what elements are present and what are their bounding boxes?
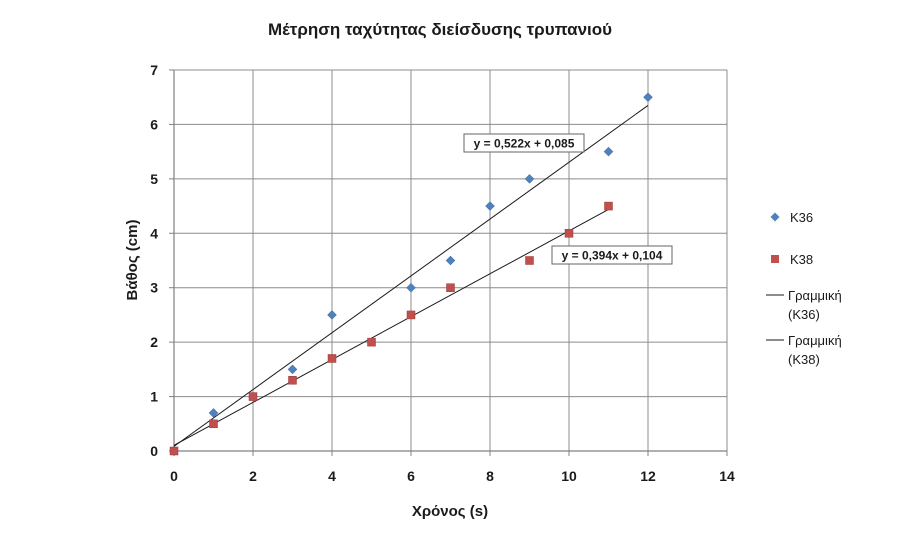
data-point-k38: [367, 337, 376, 347]
legend-label: Γραμμική (K38): [788, 333, 842, 367]
data-point-k38: [288, 375, 297, 385]
x-tick-label: 12: [640, 468, 656, 484]
data-point-k36: [208, 408, 219, 418]
equation-box: [463, 133, 585, 153]
data-point-k36: [485, 201, 495, 211]
data-point-k36: [327, 310, 337, 320]
x-axis-label: Χρόνος (s): [412, 503, 488, 520]
y-tick-label: 0: [150, 443, 158, 459]
x-tick-label: 0: [170, 468, 178, 484]
x-tick-label: 6: [407, 468, 415, 484]
y-tick-label: 2: [150, 334, 158, 350]
trend-equations: y = 0,522x + 0,085 y = 0,394x + 0,104: [463, 133, 673, 265]
data-point-k38: [327, 354, 337, 363]
data-point-k36: [603, 146, 614, 157]
data-point-k36: [524, 174, 535, 184]
y-axis-label: Βάθος (cm): [124, 220, 141, 301]
legend-marker-k38: [771, 255, 779, 263]
equation-box: [551, 245, 673, 265]
data-point-k36: [287, 364, 298, 375]
y-tick-label: 4: [150, 225, 158, 241]
legend-label: K36: [790, 210, 813, 225]
x-tick-label: 2: [249, 468, 257, 484]
data-point-k38: [406, 310, 416, 320]
legend-label: Γραμμική (K36): [788, 288, 842, 322]
data-point-k36: [406, 282, 416, 293]
data-point-k38: [446, 283, 455, 292]
legend: K36 K38 Γραμμική (K36) Γραμμική (K38): [766, 210, 842, 367]
data-point-k38: [525, 256, 534, 265]
data-point-k36: [445, 255, 456, 266]
x-tick-label: 14: [719, 468, 735, 484]
data-point-k38: [169, 446, 179, 456]
x-tick-label: 4: [328, 468, 336, 484]
data-point-k38: [604, 201, 613, 211]
y-tick-label: 7: [150, 62, 158, 78]
y-tick-label: 1: [150, 389, 158, 405]
data-points: [169, 92, 653, 456]
x-tick-label: 8: [486, 468, 494, 484]
trendline: [173, 105, 649, 447]
y-tick-label: 5: [150, 171, 158, 187]
y-tick-label: 6: [150, 116, 158, 132]
trendlines: [173, 105, 649, 447]
data-point-k36: [643, 92, 653, 103]
trendline: [173, 209, 609, 446]
data-point-k38: [564, 229, 574, 238]
y-tick-label: 3: [150, 280, 158, 296]
trendline-equation: y = 0,522x + 0,085: [474, 137, 575, 151]
chart-title: Μέτρηση ταχύτητας διείσδυσης τρυπανιού: [268, 20, 612, 39]
axes: [169, 69, 728, 456]
trendline-equation: y = 0,394x + 0,104: [562, 249, 663, 263]
data-point-k38: [248, 392, 258, 401]
x-tick-label: 10: [561, 468, 577, 484]
data-point-k38: [209, 419, 218, 429]
legend-marker-k36: [770, 212, 780, 222]
legend-label: K38: [790, 252, 813, 267]
